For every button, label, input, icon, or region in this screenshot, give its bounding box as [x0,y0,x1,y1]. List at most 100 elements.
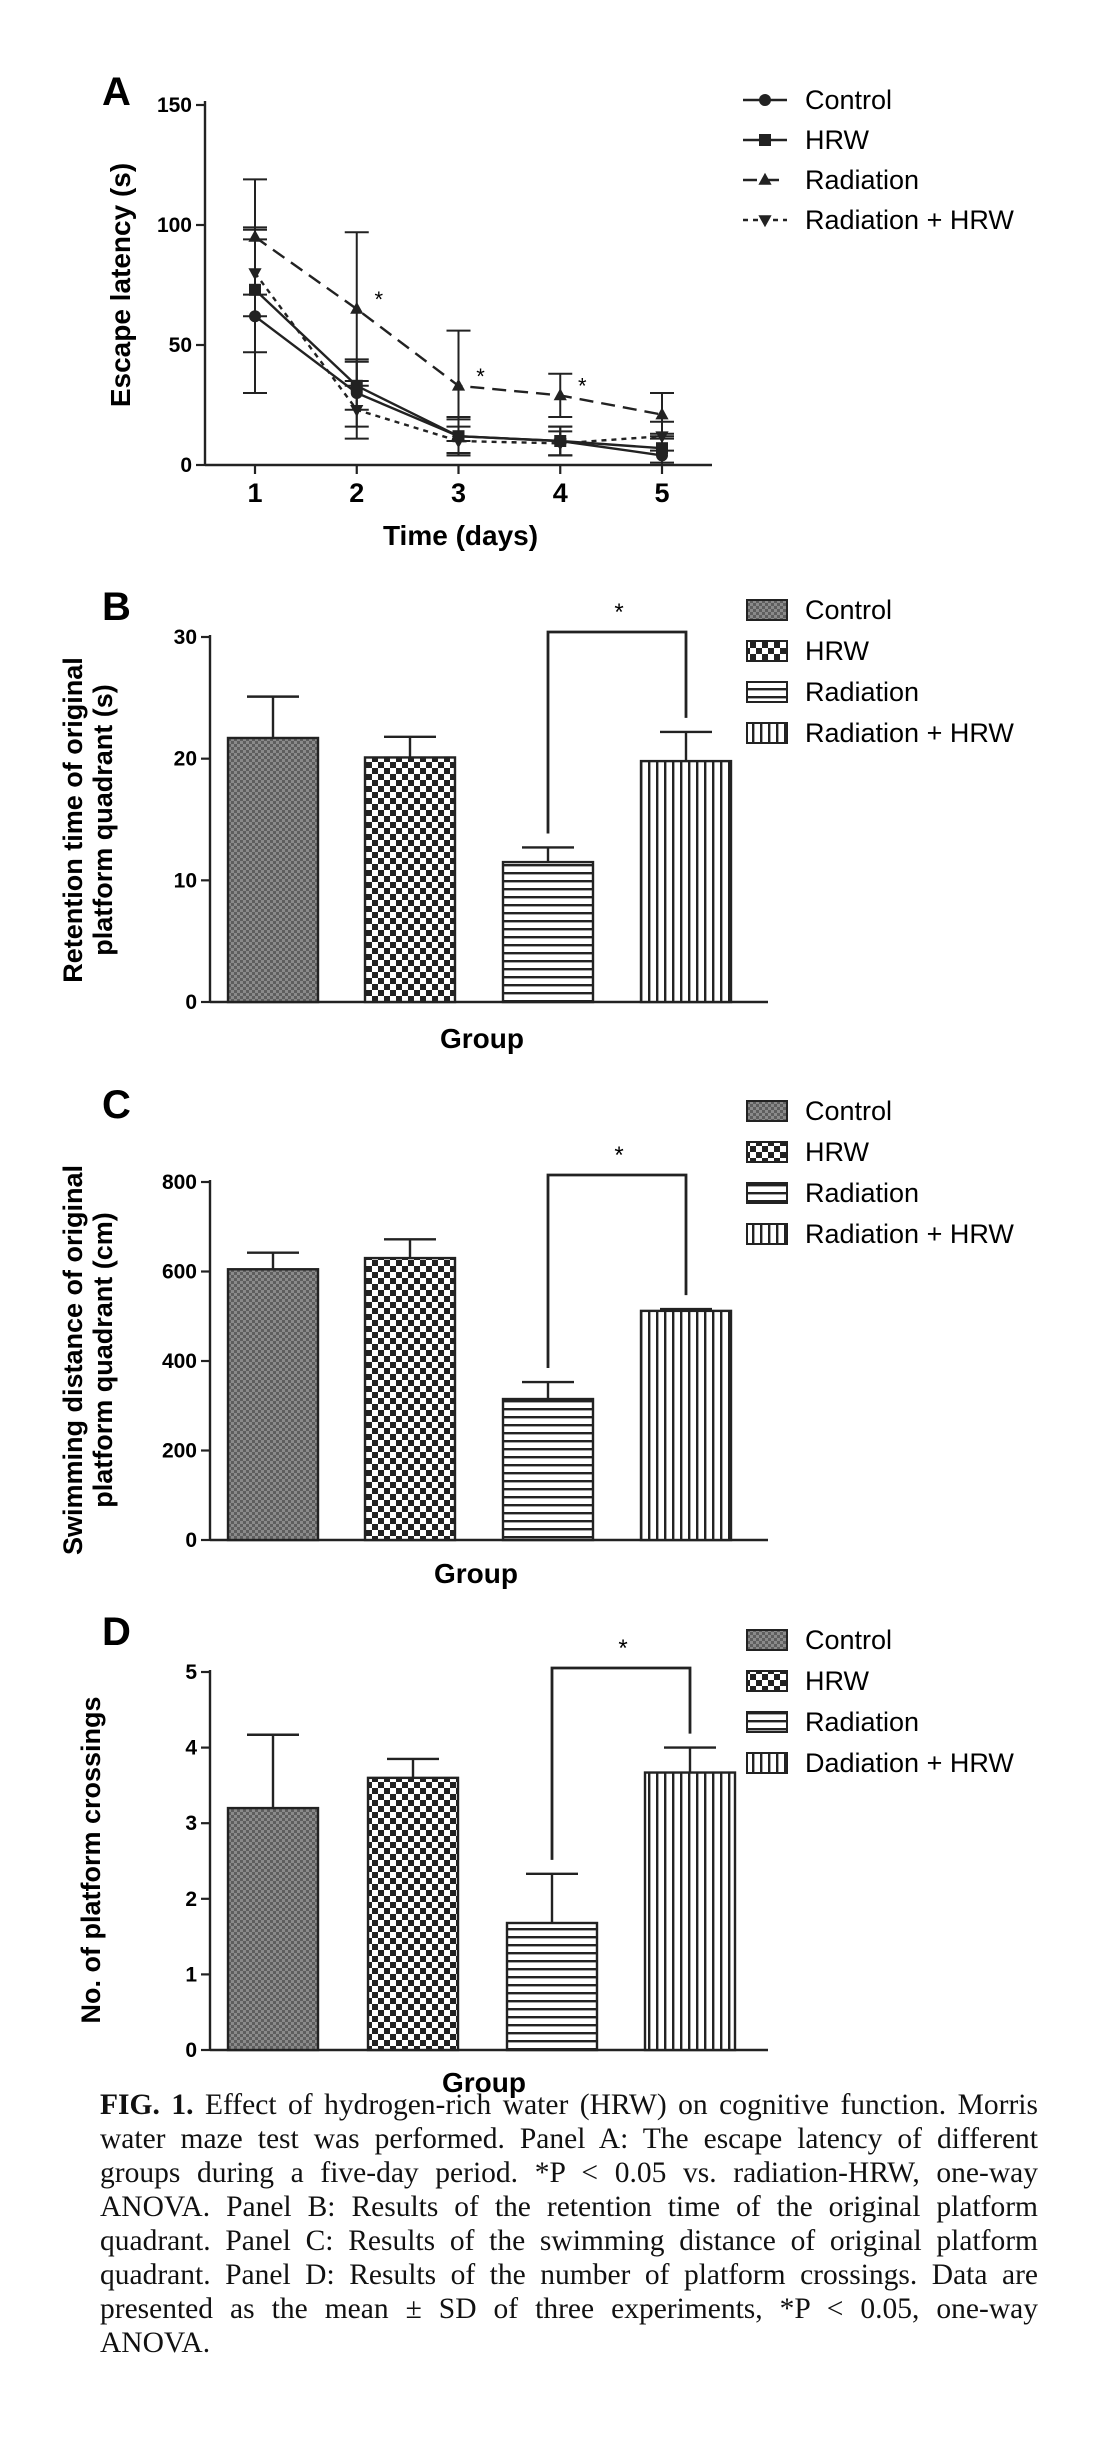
x-tick-label: 4 [553,478,568,508]
data-point-marker [553,438,567,451]
legend-label: Radiation [805,1178,919,1208]
series-line [254,272,663,445]
y-tick-label: 100 [157,214,192,237]
x-tick-label: 1 [247,478,262,508]
bar [639,1309,733,1542]
data-point-marker [655,407,669,420]
legend-swatch [746,1711,788,1733]
legend-swatch [746,1629,788,1651]
y-tick-label: 50 [169,334,192,357]
legend-swatch [746,681,788,703]
bar [226,736,320,1004]
legend-label: Control [805,1625,892,1655]
data-point-marker [759,134,771,146]
data-point-marker [451,436,466,449]
bar [643,1771,737,2052]
data-point-marker [451,378,466,391]
bar-group [643,1746,737,2052]
legend-item: Radiation + HRW [743,205,1014,235]
y-tick-label: 3 [185,1812,197,1835]
legend-swatch [746,599,788,621]
legend-label: Control [805,85,892,115]
bar-group [363,735,457,1004]
significance-asterisk: * [614,1142,623,1169]
data-point-marker [248,268,262,281]
legend-item: Control [746,595,892,625]
legend-label: Radiation + HRW [805,205,1014,235]
legend-swatch [746,1182,788,1204]
y-tick-label: 30 [174,626,197,649]
legend-item: Radiation + HRW [746,1219,1014,1249]
figure-caption: FIG. 1. Effect of hydrogen-rich water (H… [100,2088,1038,2360]
significance-bracket [546,630,688,834]
y-tick-label: 1 [185,1963,197,1986]
y-axis-title-line: platform quadrant (s) [88,684,118,956]
panel-c-bar-chart: C 0 200 400 600 800 * Group Swimming distance of… [58,1083,1014,1589]
legend-item: Control [746,1625,892,1655]
y-axis-title-line: Swimming distance of original [58,1165,88,1555]
legend-label: Radiation + HRW [805,718,1014,748]
legend-label: HRW [805,1666,870,1696]
y-axis-title: Escape latency (s) [105,163,136,407]
significance-asterisk: * [476,364,485,389]
significance-asterisk: * [614,599,623,626]
legend-swatch [746,1670,788,1692]
series-group [243,178,674,442]
legend-item: Control [746,1096,892,1126]
x-axis-title: Group [434,1558,518,1589]
y-tick-label: 150 [157,94,192,117]
panel-d-bar-chart: D 0 1 2 3 4 5 * Group No. of platform crossings Co… [76,1610,1014,2098]
bar [639,759,733,1004]
x-tick-label: 3 [451,478,466,508]
data-point-marker [758,172,772,185]
x-axis-title: Time (days) [383,520,538,551]
x-axis-title: Group [442,2067,526,2098]
bar [226,1806,320,2052]
data-point-marker [350,405,364,417]
bar-group [226,1251,320,1542]
y-axis-title-line: platform quadrant (cm) [88,1212,118,1508]
y-axis-title-line: No. of platform crossings [76,1696,106,2023]
legend-swatch [746,1752,788,1774]
panel-label: B [102,585,131,629]
bar-group [226,695,320,1004]
data-point-marker [655,431,669,444]
panel-a-line-chart: A 0 50 100 150 1 2 3 4 5 Time (days) Escape latency… [102,70,1014,551]
significance-bracket [550,1666,692,1860]
legend-item: HRW [746,636,870,666]
y-tick-label: 0 [185,991,197,1014]
x-tick-label: 5 [654,478,669,508]
y-tick-label: 5 [185,1661,197,1684]
y-tick-label: 0 [185,1529,197,1552]
bar [505,1921,599,2052]
bar [363,1256,457,1542]
panel-label: C [102,1083,131,1127]
bar-group [639,1307,733,1542]
legend-swatch [746,1100,788,1122]
y-tick-label: 0 [180,454,192,477]
y-tick-label: 200 [162,1440,197,1463]
y-tick-label: 600 [162,1261,197,1284]
legend-label: Radiation [805,677,919,707]
panel-label: A [102,70,131,114]
legend-item: Dadiation + HRW [746,1748,1014,1778]
bar-group [226,1733,320,2052]
legend-label: Radiation [805,165,919,195]
panel-label: D [102,1610,131,1654]
legend-label: Radiation + HRW [805,1219,1014,1249]
bar [501,1397,595,1542]
legend-item: Control [743,85,892,115]
legend-swatch [746,1223,788,1245]
legend-item: HRW [746,1137,870,1167]
x-axis-title: Group [440,1023,524,1054]
legend-item: Radiation [746,1178,919,1208]
y-tick-label: 20 [174,748,197,771]
legend-label: Radiation [805,1707,919,1737]
legend-label: Control [805,595,892,625]
legend-label: HRW [805,1137,870,1167]
y-tick-label: 10 [174,869,197,892]
bar [366,1776,460,2052]
legend-item: Radiation [746,677,919,707]
legend-swatch [746,640,788,662]
